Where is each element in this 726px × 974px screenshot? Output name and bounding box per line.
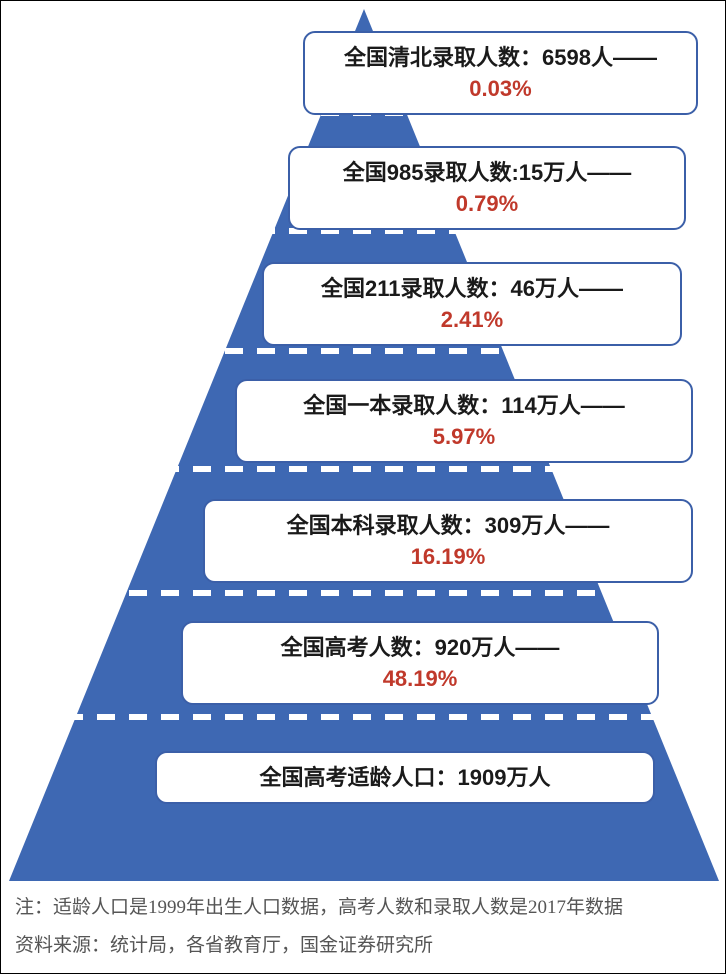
level-label: 全国一本录取人数：114万人—— [303,393,625,418]
level-percentage: 16.19% [223,542,673,573]
pyramid-chart: 全国清北录取人数：6598人—— 0.03% 全国985录取人数:15万人—— 0.7… [1,1,725,891]
pyramid-level-card: 全国211录取人数：46万人—— 2.41% [262,262,682,346]
level-percentage: 2.41% [282,305,662,336]
level-percentage: 48.19% [201,664,639,695]
level-label: 全国高考人数：920万人—— [281,635,560,660]
level-label: 全国清北录取人数：6598人—— [344,45,657,70]
level-percentage: 0.03% [323,74,678,105]
pyramid-level-card: 全国一本录取人数：114万人—— 5.97% [235,379,693,463]
pyramid-level-card: 全国高考适龄人口：1909万人 [155,751,655,804]
footnote-definition: 注：适龄人口是1999年出生人口数据，高考人数和录取人数是2017年数据 [15,892,623,919]
pyramid-level-card: 全国本科录取人数：309万人—— 16.19% [203,499,693,583]
pyramid-level-card: 全国985录取人数:15万人—— 0.79% [288,146,686,230]
level-label: 全国高考适龄人口：1909万人 [260,765,551,790]
level-percentage: 5.97% [255,422,673,453]
pyramid-level-card: 全国高考人数：920万人—— 48.19% [181,621,659,705]
level-label: 全国985录取人数:15万人—— [343,160,632,185]
level-label: 全国211录取人数：46万人—— [321,276,623,301]
footnote-source: 资料来源：统计局，各省教育厅，国金证券研究所 [15,930,433,957]
pyramid-level-card: 全国清北录取人数：6598人—— 0.03% [303,31,698,115]
level-label: 全国本科录取人数：309万人—— [287,513,610,538]
level-percentage: 0.79% [308,189,666,220]
